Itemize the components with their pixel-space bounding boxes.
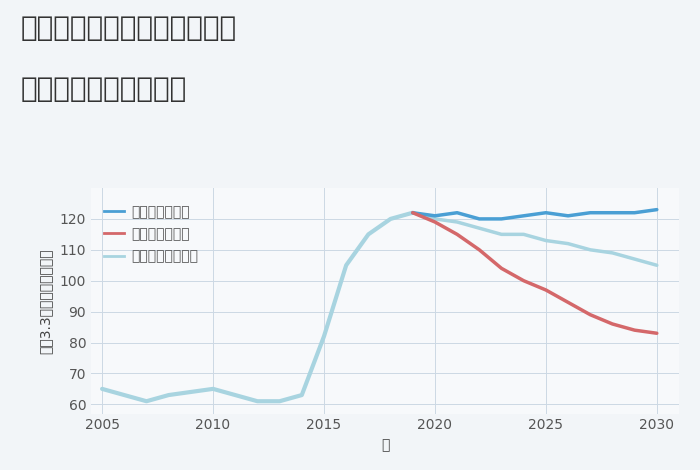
Text: 愛知県名古屋市中村区八社の: 愛知県名古屋市中村区八社の xyxy=(21,14,237,42)
Legend: グッドシナリオ, バッドシナリオ, ノーマルシナリオ: グッドシナリオ, バッドシナリオ, ノーマルシナリオ xyxy=(98,199,204,269)
X-axis label: 年: 年 xyxy=(381,438,389,452)
Text: 中古戸建ての価格推移: 中古戸建ての価格推移 xyxy=(21,75,188,103)
Y-axis label: 坪（3.3㎡）単価（万円）: 坪（3.3㎡）単価（万円） xyxy=(38,248,52,353)
